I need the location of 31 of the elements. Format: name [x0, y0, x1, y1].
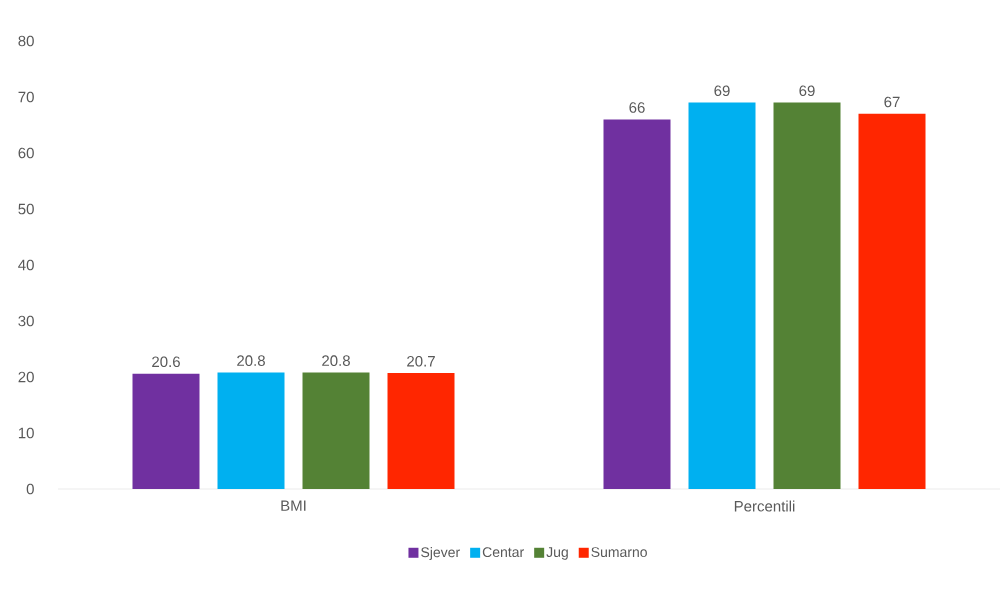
- data-label: 69: [799, 85, 815, 97]
- x-tick-label: BMI: [281, 500, 306, 511]
- y-tick-label: 0: [26, 483, 34, 495]
- data-label: 69: [714, 85, 730, 97]
- legend-label: Sumarno: [591, 547, 647, 558]
- bar: [217, 372, 285, 489]
- y-tick-label: 50: [18, 203, 34, 215]
- legend-label: Jug: [546, 547, 568, 560]
- bar: [858, 113, 926, 489]
- data-label: 20.8: [237, 355, 265, 366]
- bar: [603, 119, 671, 489]
- y-tick-label: 40: [18, 259, 34, 271]
- bar: [302, 372, 370, 489]
- y-tick-label: 20: [18, 371, 34, 383]
- bar: [773, 102, 841, 489]
- data-label: 67: [884, 96, 900, 108]
- data-label: 66: [629, 102, 645, 113]
- bar: [688, 102, 756, 489]
- y-tick-label: 60: [18, 147, 34, 159]
- y-tick-label: 10: [18, 427, 34, 439]
- y-tick-label: 80: [18, 35, 34, 47]
- bar: [387, 373, 455, 489]
- y-tick-label: 70: [18, 91, 34, 103]
- data-label: 20.6: [152, 356, 180, 368]
- y-tick-label: 30: [18, 315, 34, 327]
- data-label: 20.8: [322, 355, 350, 366]
- legend-label: Sjever: [421, 546, 460, 560]
- legend-label: Centar: [482, 547, 524, 558]
- data-label: 20.7: [407, 355, 435, 367]
- x-tick-label: Percentili: [734, 500, 795, 512]
- bar: [132, 373, 200, 489]
